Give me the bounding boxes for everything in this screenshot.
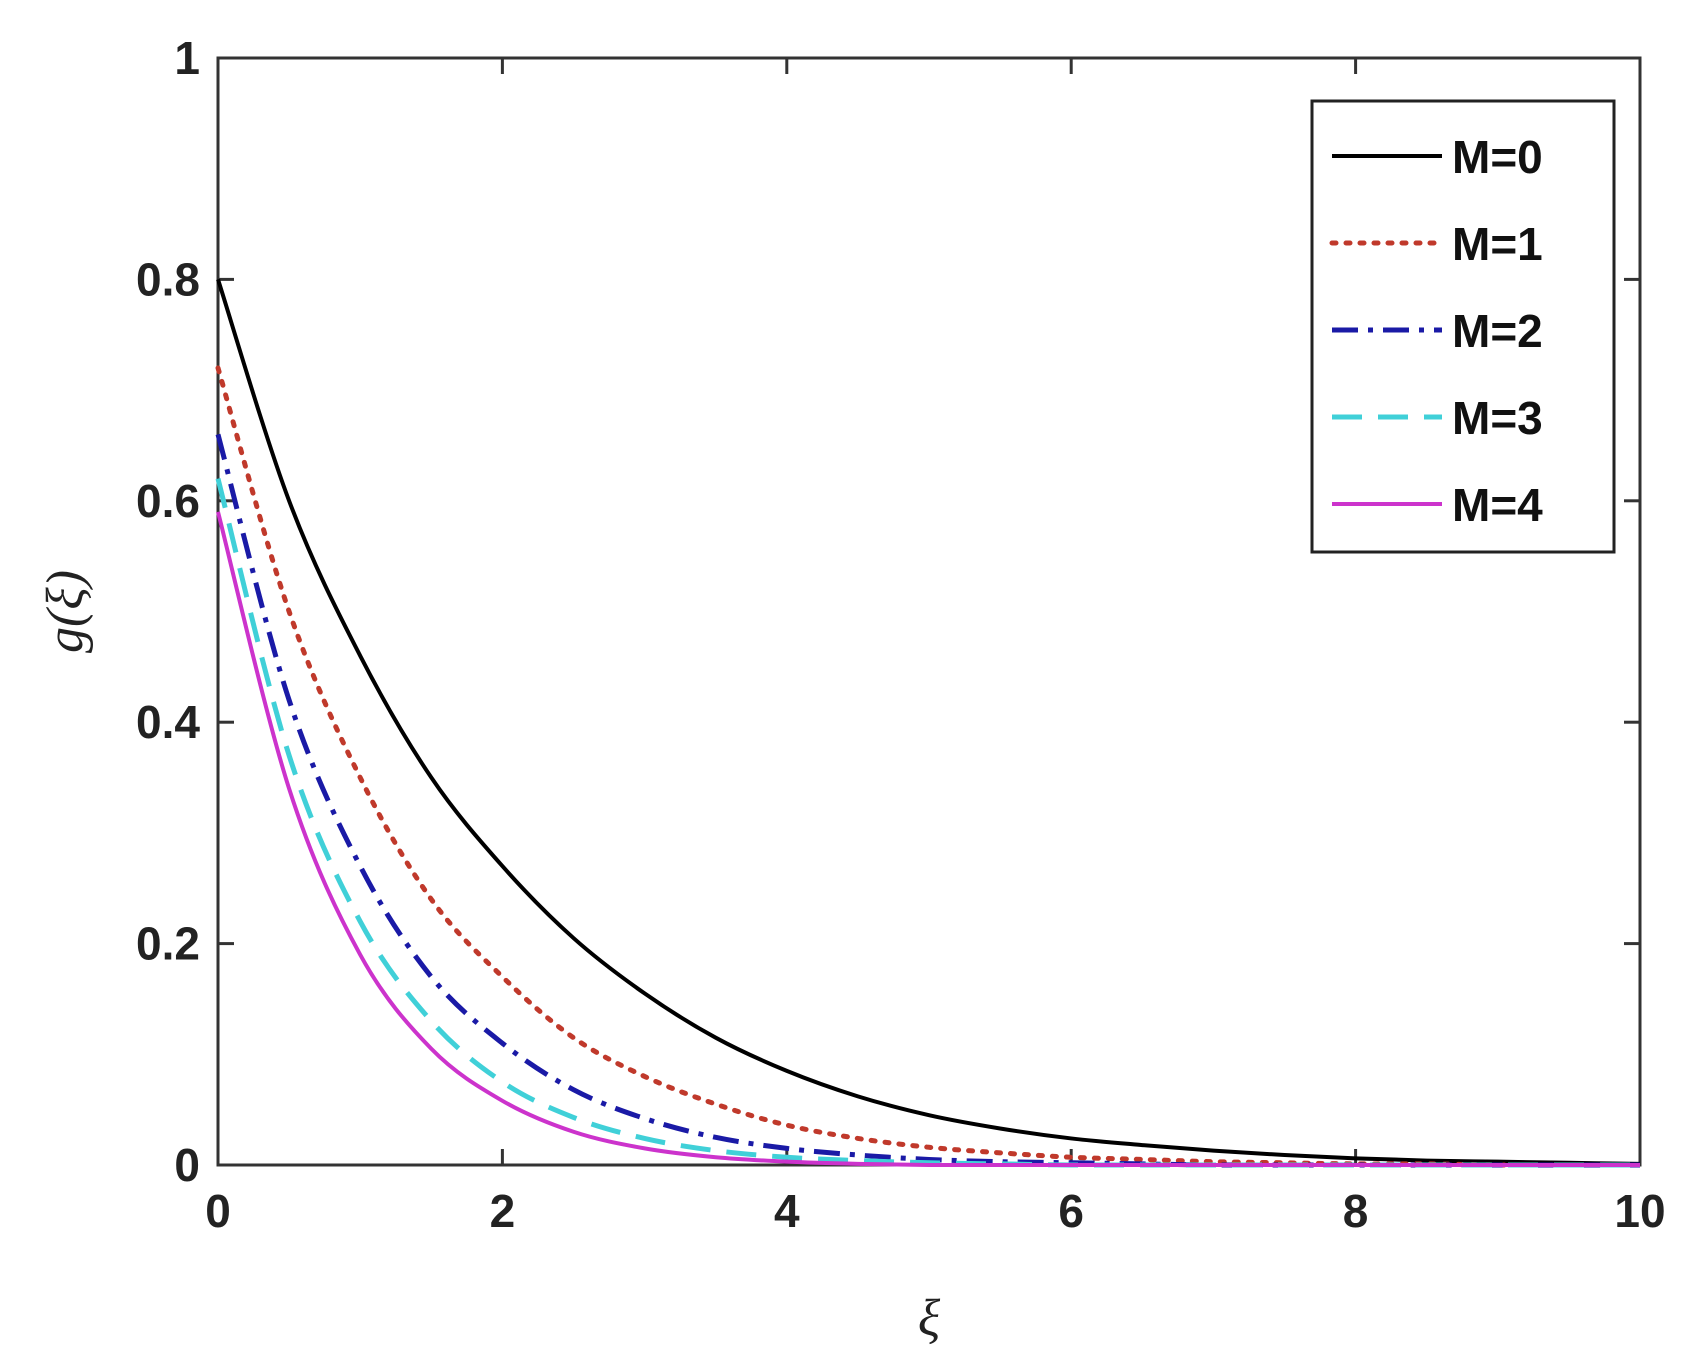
legend-label-m4: M=4: [1452, 479, 1543, 531]
series-line-m4: [216, 511, 1640, 1167]
x-tick-label: 0: [205, 1185, 231, 1237]
series-line-m0: [216, 278, 1641, 1166]
y-tick-label: 0.2: [136, 918, 200, 970]
y-tick-label: 0.4: [136, 696, 200, 748]
y-tick-label: 0.8: [136, 253, 200, 305]
y-tick-label: 1: [174, 32, 200, 84]
x-tick-label: 6: [1058, 1185, 1084, 1237]
legend-label-m3: M=3: [1452, 392, 1543, 444]
legend: M=0 M=1 M=2 M=3 M=4: [1310, 99, 1616, 554]
legend-box: [1310, 99, 1616, 554]
x-tick-label: 4: [774, 1185, 800, 1237]
x-tick-label: 8: [1343, 1185, 1369, 1237]
y-tick-label: 0: [174, 1139, 200, 1191]
x-axis-label: ξ: [918, 1290, 941, 1347]
legend-entries: M=0 M=1 M=2 M=3 M=4: [1329, 131, 1543, 531]
series-lines: [215, 278, 1643, 1168]
y-tick-label: 0.6: [136, 475, 200, 527]
x-ticks: 0 2 4 6 8 10: [205, 58, 1666, 1237]
legend-label-m0: M=0: [1452, 131, 1543, 183]
legend-label-m1: M=1: [1452, 218, 1543, 270]
x-tick-label: 10: [1614, 1185, 1665, 1237]
x-tick-label: 2: [490, 1185, 516, 1237]
legend-label-m2: M=2: [1452, 305, 1543, 357]
y-axis-label: g(ξ): [37, 570, 94, 653]
y-ticks: 0 0.2 0.4 0.6 0.8 1: [136, 32, 1640, 1191]
